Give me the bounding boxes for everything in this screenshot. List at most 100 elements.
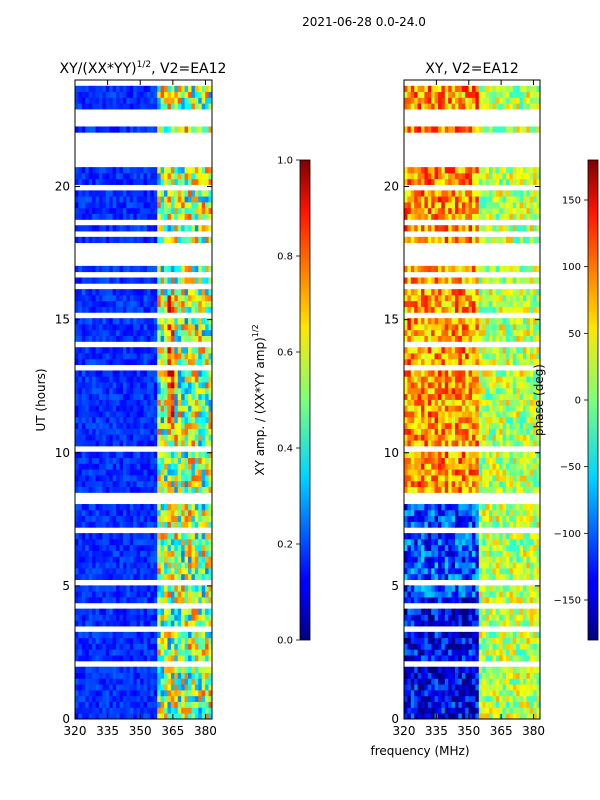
amplitude-cell	[198, 591, 203, 598]
phase-cell	[417, 631, 422, 639]
phase-cell	[410, 440, 415, 447]
amplitude-cell	[116, 236, 120, 244]
amplitude-cell	[208, 126, 212, 133]
phase-cell	[458, 533, 463, 540]
amplitude-cell	[164, 190, 168, 197]
phase-cell	[526, 672, 531, 679]
amplitude-cell	[140, 504, 144, 511]
phase-cell	[448, 480, 452, 488]
amplitude-cell	[205, 515, 209, 522]
phase-cell	[427, 695, 432, 702]
amplitude-cell	[136, 469, 141, 476]
amplitude-cell	[92, 515, 96, 522]
amplitude-cell	[153, 521, 158, 528]
amplitude-cell	[122, 469, 127, 476]
amplitude-cell	[92, 306, 96, 313]
phase-cell	[512, 608, 517, 615]
amplitude-cell	[112, 126, 117, 133]
phase-cell	[516, 713, 520, 719]
phase-cell	[438, 480, 442, 488]
amplitude-cell	[177, 538, 182, 546]
amplitude-cell	[181, 631, 185, 639]
amplitude-cell	[98, 689, 103, 697]
amplitude-cell	[95, 323, 100, 331]
amplitude-cell	[198, 655, 203, 662]
phase-cell	[506, 509, 510, 517]
phase-cell	[448, 597, 452, 604]
amplitude-cell	[95, 637, 100, 644]
amplitude-cell	[85, 713, 90, 719]
amplitude-cell	[109, 353, 114, 360]
amplitude-cell	[146, 457, 151, 464]
amplitude-cell	[153, 614, 158, 621]
amplitude-cell	[78, 533, 83, 540]
amplitude-cell	[164, 504, 168, 511]
phase-cell	[451, 655, 456, 662]
phase-cell	[512, 469, 517, 476]
phase-cell	[516, 428, 520, 435]
amplitude-cell	[160, 538, 165, 546]
amplitude-cell	[150, 265, 155, 273]
phase-cell	[427, 689, 432, 697]
amplitude-cell	[160, 358, 165, 366]
amplitude-cell	[174, 416, 179, 424]
amplitude-cell	[208, 358, 212, 366]
phase-cell	[407, 504, 412, 511]
phase-cell	[407, 463, 412, 470]
phase-cell	[506, 689, 510, 697]
amplitude-cell	[133, 451, 138, 458]
phase-cell	[506, 614, 510, 621]
amplitude-cell	[153, 399, 158, 406]
amplitude-cell	[181, 614, 185, 621]
amplitude-cell	[112, 684, 117, 691]
amplitude-cell	[150, 289, 155, 296]
amplitude-cell	[198, 480, 203, 488]
amplitude-cell	[129, 300, 134, 307]
phase-cell	[499, 469, 503, 476]
phase-cell	[478, 533, 483, 540]
phase-cell	[475, 457, 480, 464]
amplitude-cell	[109, 440, 114, 447]
phase-cell	[533, 469, 537, 476]
amplitude-cell	[102, 422, 107, 429]
amplitude-cell	[98, 382, 103, 389]
phase-cell	[441, 538, 446, 546]
amplitude-cell	[160, 591, 165, 598]
amplitude-cell	[167, 637, 172, 644]
amplitude-cell	[98, 463, 103, 470]
phase-cell	[427, 637, 432, 644]
phase-cell	[533, 707, 537, 714]
phase-cell	[444, 509, 449, 517]
phase-cell	[458, 544, 463, 551]
amplitude-cell	[112, 567, 117, 575]
amplitude-cell	[184, 567, 189, 575]
phase-cell	[512, 649, 517, 656]
amplitude-cell	[140, 190, 144, 197]
amplitude-cell	[78, 294, 83, 302]
phase-cell	[427, 608, 432, 615]
amplitude-cell	[188, 91, 192, 98]
phase-cell	[523, 451, 527, 458]
amplitude-cell	[81, 544, 86, 551]
amplitude-cell	[174, 196, 179, 203]
amplitude-cell	[140, 631, 144, 639]
phase-cell	[506, 544, 510, 551]
phase-cell	[421, 585, 425, 592]
ut-axis-label: UT (hours)	[34, 368, 48, 431]
amplitude-cell	[177, 585, 182, 592]
amplitude-cell	[109, 684, 114, 691]
phase-cell	[499, 614, 503, 621]
amplitude-cell	[146, 103, 151, 110]
phase-cell	[502, 695, 507, 702]
amplitude-cell	[160, 97, 165, 104]
amplitude-cell	[122, 713, 127, 719]
amplitude-cell	[170, 678, 175, 685]
amplitude-cell	[136, 97, 141, 104]
amplitude-panel-title: XY/(XX*YY)1/2, V2=EA12	[60, 60, 227, 77]
phase-cell	[438, 591, 442, 598]
amplitude-cell	[164, 556, 168, 563]
amplitude-cell	[150, 544, 155, 551]
amplitude-cell	[188, 689, 192, 697]
amplitude-cell	[153, 167, 158, 174]
amplitude-cell	[129, 585, 134, 592]
